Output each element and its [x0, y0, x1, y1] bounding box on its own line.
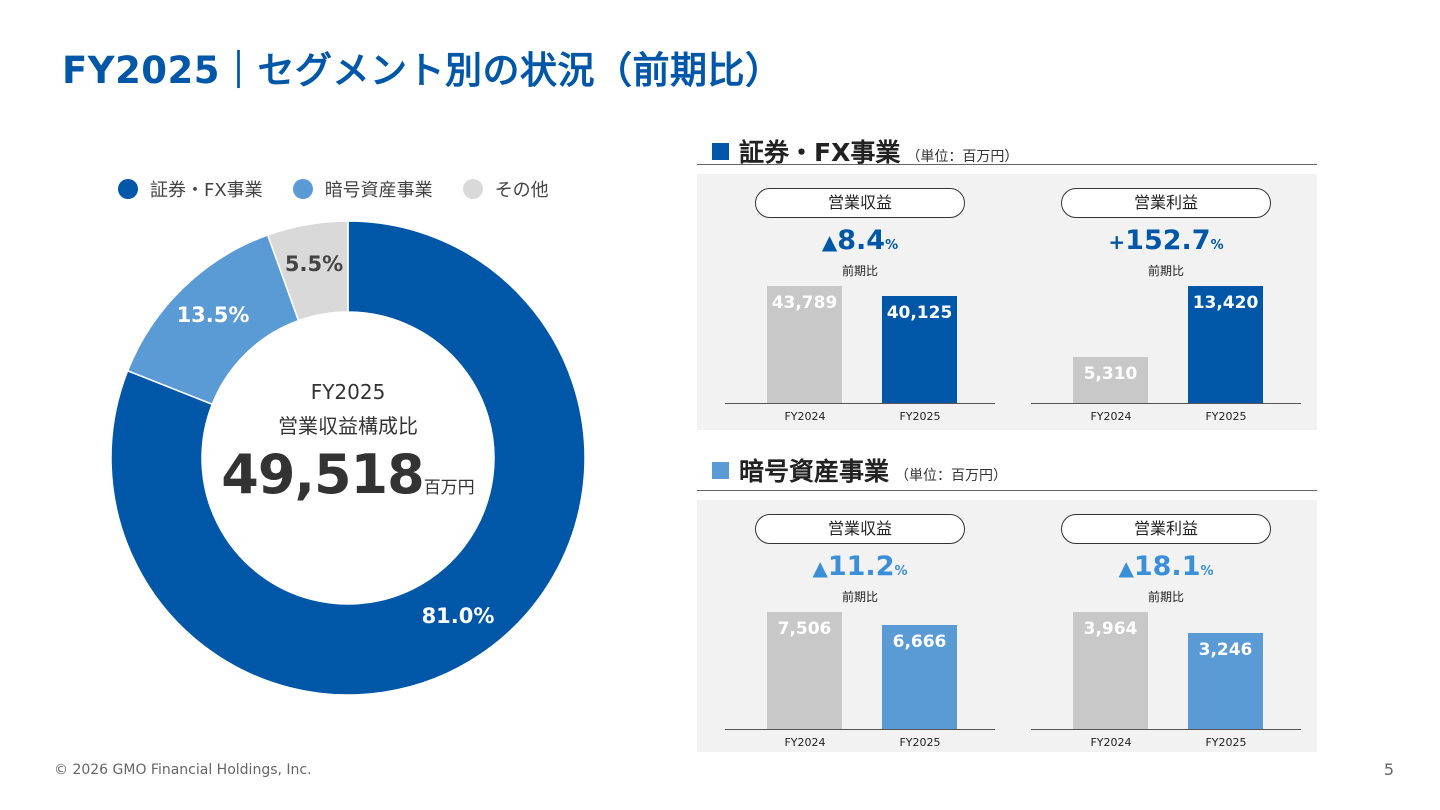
x-tick-label: FY2024 [784, 410, 826, 423]
donut-center: FY2025 営業収益構成比 49,518百万円 [208, 380, 488, 506]
page-title: FY2025｜セグメント別の状況（前期比） [62, 49, 783, 92]
x-axis-line [1031, 729, 1301, 730]
legend-marker-securities [118, 179, 138, 199]
donut-total-unit: 百万円 [423, 478, 475, 498]
metric-label-crypto-revenue: 営業収益 [755, 514, 965, 544]
change-rate-crypto-profit: ▲18.1% [1061, 551, 1271, 582]
bar-fy2025-securities-revenue: 40,125 [882, 296, 957, 403]
copyright: © 2026 GMO Financial Holdings, Inc. [54, 762, 312, 778]
change-percent-sign: % [1200, 564, 1214, 579]
change-value: 152.7 [1125, 225, 1211, 256]
bar-value-label: 3,246 [1198, 640, 1253, 660]
x-tick-label: FY2025 [899, 410, 941, 423]
segment-panel-securities: 営業収益 ▲8.4% 前期比 43,789 FY2024 40,125 FY2025 営業利益… [697, 174, 1317, 430]
bar-value-label: 3,964 [1083, 619, 1138, 639]
change-caption-crypto-profit: 前期比 [1147, 590, 1184, 604]
segment-marker-securities [712, 142, 729, 160]
x-tick-label: FY2025 [1205, 410, 1247, 423]
bar-fy2025-crypto-revenue: 6,666 [882, 625, 957, 729]
change-value: 8.4 [837, 225, 886, 256]
legend-label-securities: 証券・FX事業 [150, 180, 263, 201]
metric-label-securities-profit: 営業利益 [1061, 188, 1271, 218]
legend-marker-other [462, 179, 483, 199]
change-caption-crypto-revenue: 前期比 [841, 590, 878, 604]
bar-fy2024-crypto-profit: 3,964 [1073, 612, 1148, 729]
donut-chart: 81.0% 13.5% 5.5% [110, 220, 586, 696]
bar-fy2025-crypto-profit: 3,246 [1188, 633, 1263, 729]
slice-other-label: 5.5% [285, 252, 343, 276]
metric-label-crypto-profit: 営業利益 [1061, 514, 1271, 544]
change-value: 11.2 [827, 551, 895, 582]
bar-fy2024-crypto-revenue: 7,506 [767, 612, 842, 729]
bar-fy2024-securities-profit: 5,310 [1073, 357, 1148, 403]
x-tick-label: FY2025 [1205, 736, 1247, 749]
donut-legend: 証券・FX事業 暗号資産事業 その他 [118, 176, 579, 202]
bar-value-label: 43,789 [771, 293, 838, 313]
segment-unit-crypto: （単位：百万円） [895, 468, 1008, 484]
donut-center-year: FY2025 [310, 380, 386, 404]
change-direction-icon: ▲ [821, 230, 838, 254]
change-rate-securities-profit: +152.7% [1061, 225, 1271, 256]
x-axis-line [1031, 403, 1301, 404]
change-direction-icon: + [1108, 230, 1126, 254]
segment-divider [697, 164, 1317, 165]
x-tick-label: FY2024 [784, 736, 826, 749]
bar-value-label: 5,310 [1083, 364, 1138, 384]
segment-unit-securities: （単位：百万円） [906, 149, 1019, 165]
legend-label-crypto: 暗号資産事業 [324, 180, 433, 201]
slice-crypto-label: 13.5% [177, 303, 250, 327]
bar-value-label: 7,506 [777, 619, 832, 639]
segment-header-securities: 証券・FX事業 （単位：百万円） [712, 133, 1018, 169]
donut-center-caption: 営業収益構成比 [278, 414, 418, 438]
legend-item-other: その他 [462, 176, 549, 202]
metric-label-securities-revenue: 営業収益 [755, 188, 965, 218]
segment-divider [697, 490, 1317, 491]
bar-fy2025-securities-profit: 13,420 [1188, 286, 1263, 403]
slice-other [266, 220, 349, 322]
x-tick-label: FY2025 [899, 736, 941, 749]
change-percent-sign: % [1210, 238, 1224, 253]
bar-value-label: 13,420 [1192, 293, 1259, 313]
change-percent-sign: % [894, 564, 908, 579]
segment-marker-crypto [712, 461, 729, 479]
bar-value-label: 6,666 [892, 632, 947, 652]
change-direction-icon: ▲ [1118, 556, 1134, 580]
bar-value-label: 40,125 [886, 303, 953, 323]
segment-title-securities: 証券・FX事業 [739, 138, 901, 167]
slice-securities-label: 81.0% [422, 604, 495, 628]
x-tick-label: FY2024 [1090, 410, 1132, 423]
change-caption-securities-profit: 前期比 [1147, 264, 1184, 278]
change-caption-securities-revenue: 前期比 [841, 264, 878, 278]
x-tick-label: FY2024 [1090, 736, 1132, 749]
change-rate-securities-revenue: ▲8.4% [755, 225, 965, 256]
x-axis-line [725, 403, 995, 404]
bar-fy2024-securities-revenue: 43,789 [767, 286, 842, 403]
legend-item-securities: 証券・FX事業 [118, 176, 263, 202]
slice-securities [110, 220, 586, 696]
change-direction-icon: ▲ [812, 556, 828, 580]
donut-total-value: 49,518 [221, 443, 424, 506]
change-percent-sign: % [885, 238, 899, 253]
segment-title-crypto: 暗号資産事業 [739, 457, 890, 486]
segment-header-crypto: 暗号資産事業 （単位：百万円） [712, 452, 1007, 488]
legend-item-crypto: 暗号資産事業 [292, 176, 433, 202]
change-value: 18.1 [1133, 551, 1201, 582]
donut-center-total: 49,518百万円 [208, 443, 488, 506]
legend-marker-crypto [292, 179, 313, 199]
change-rate-crypto-revenue: ▲11.2% [755, 551, 965, 582]
legend-label-other: その他 [494, 180, 549, 201]
page-number: 5 [1383, 760, 1394, 779]
segment-panel-crypto: 営業収益 ▲11.2% 前期比 7,506 FY2024 6,666 FY2025 営業利益 ▲… [697, 500, 1317, 752]
x-axis-line [725, 729, 995, 730]
